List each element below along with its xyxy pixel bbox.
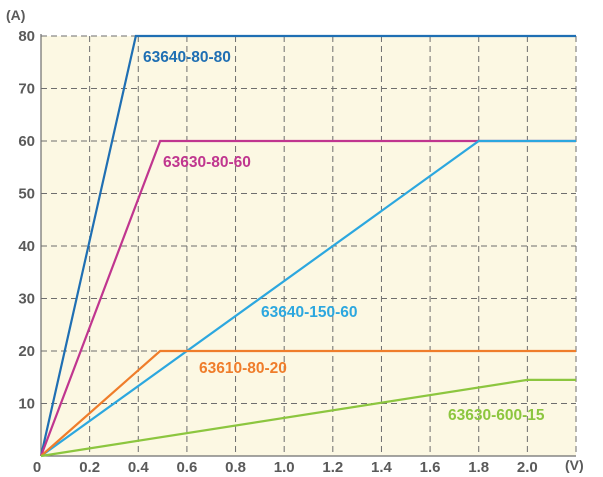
x-tick-label: 1.8: [468, 459, 489, 476]
y-tick-label: 20: [18, 343, 35, 360]
x-tick-labels: 0 0.2 0.4 0.6 0.8 1.0 1.2 1.4 1.6 1.8 2.0: [33, 459, 538, 476]
x-tick-label: 1.6: [420, 459, 441, 476]
y-tick-label: 50: [18, 186, 35, 203]
axes: [40, 34, 576, 457]
y-tick-label: 70: [18, 81, 35, 98]
series-line-63610-80-20: [40, 349, 576, 457]
series-line-63630-80-60: [39, 139, 576, 457]
y-tick-label: 60: [18, 133, 35, 150]
y-tick-label: 80: [18, 28, 35, 45]
series-label-63610-80-20: 63610-80-20: [199, 360, 287, 377]
x-tick-label: 1.4: [371, 459, 393, 476]
x-tick-label: 0.2: [79, 459, 100, 476]
x-tick-label: 1.0: [274, 459, 295, 476]
series-label-63630-80-60: 63630-80-60: [163, 154, 251, 171]
y-tick-label: 30: [18, 291, 35, 308]
x-tick-label: 2.0: [517, 459, 538, 476]
x-tick-label: 0: [33, 459, 41, 476]
x-tick-label: 0.8: [225, 459, 246, 476]
series-line-63630-600-15: [40, 378, 576, 458]
x-tick-label: 0.4: [128, 459, 150, 476]
x-tick-label: 0.6: [176, 459, 197, 476]
x-tick-label: 1.2: [322, 459, 343, 476]
series-line-63640-80-80: [39, 34, 576, 457]
series-labels: 63640-80-80 63630-80-60 63640-150-60 63610-…: [143, 49, 545, 424]
series-label-63630-600-15: 63630-600-15: [448, 407, 545, 424]
series-label-63640-150-60: 63640-150-60: [261, 304, 358, 321]
y-tick-labels: 10 20 30 40 50 60 70 80: [18, 28, 35, 413]
x-unit-label: (V): [565, 457, 584, 473]
y-tick-label: 40: [18, 238, 35, 255]
series-label-63640-80-80: 63640-80-80: [143, 49, 231, 66]
y-unit-label: (A): [6, 7, 25, 23]
series-lines: [39, 34, 576, 458]
y-tick-label: 10: [18, 396, 35, 413]
